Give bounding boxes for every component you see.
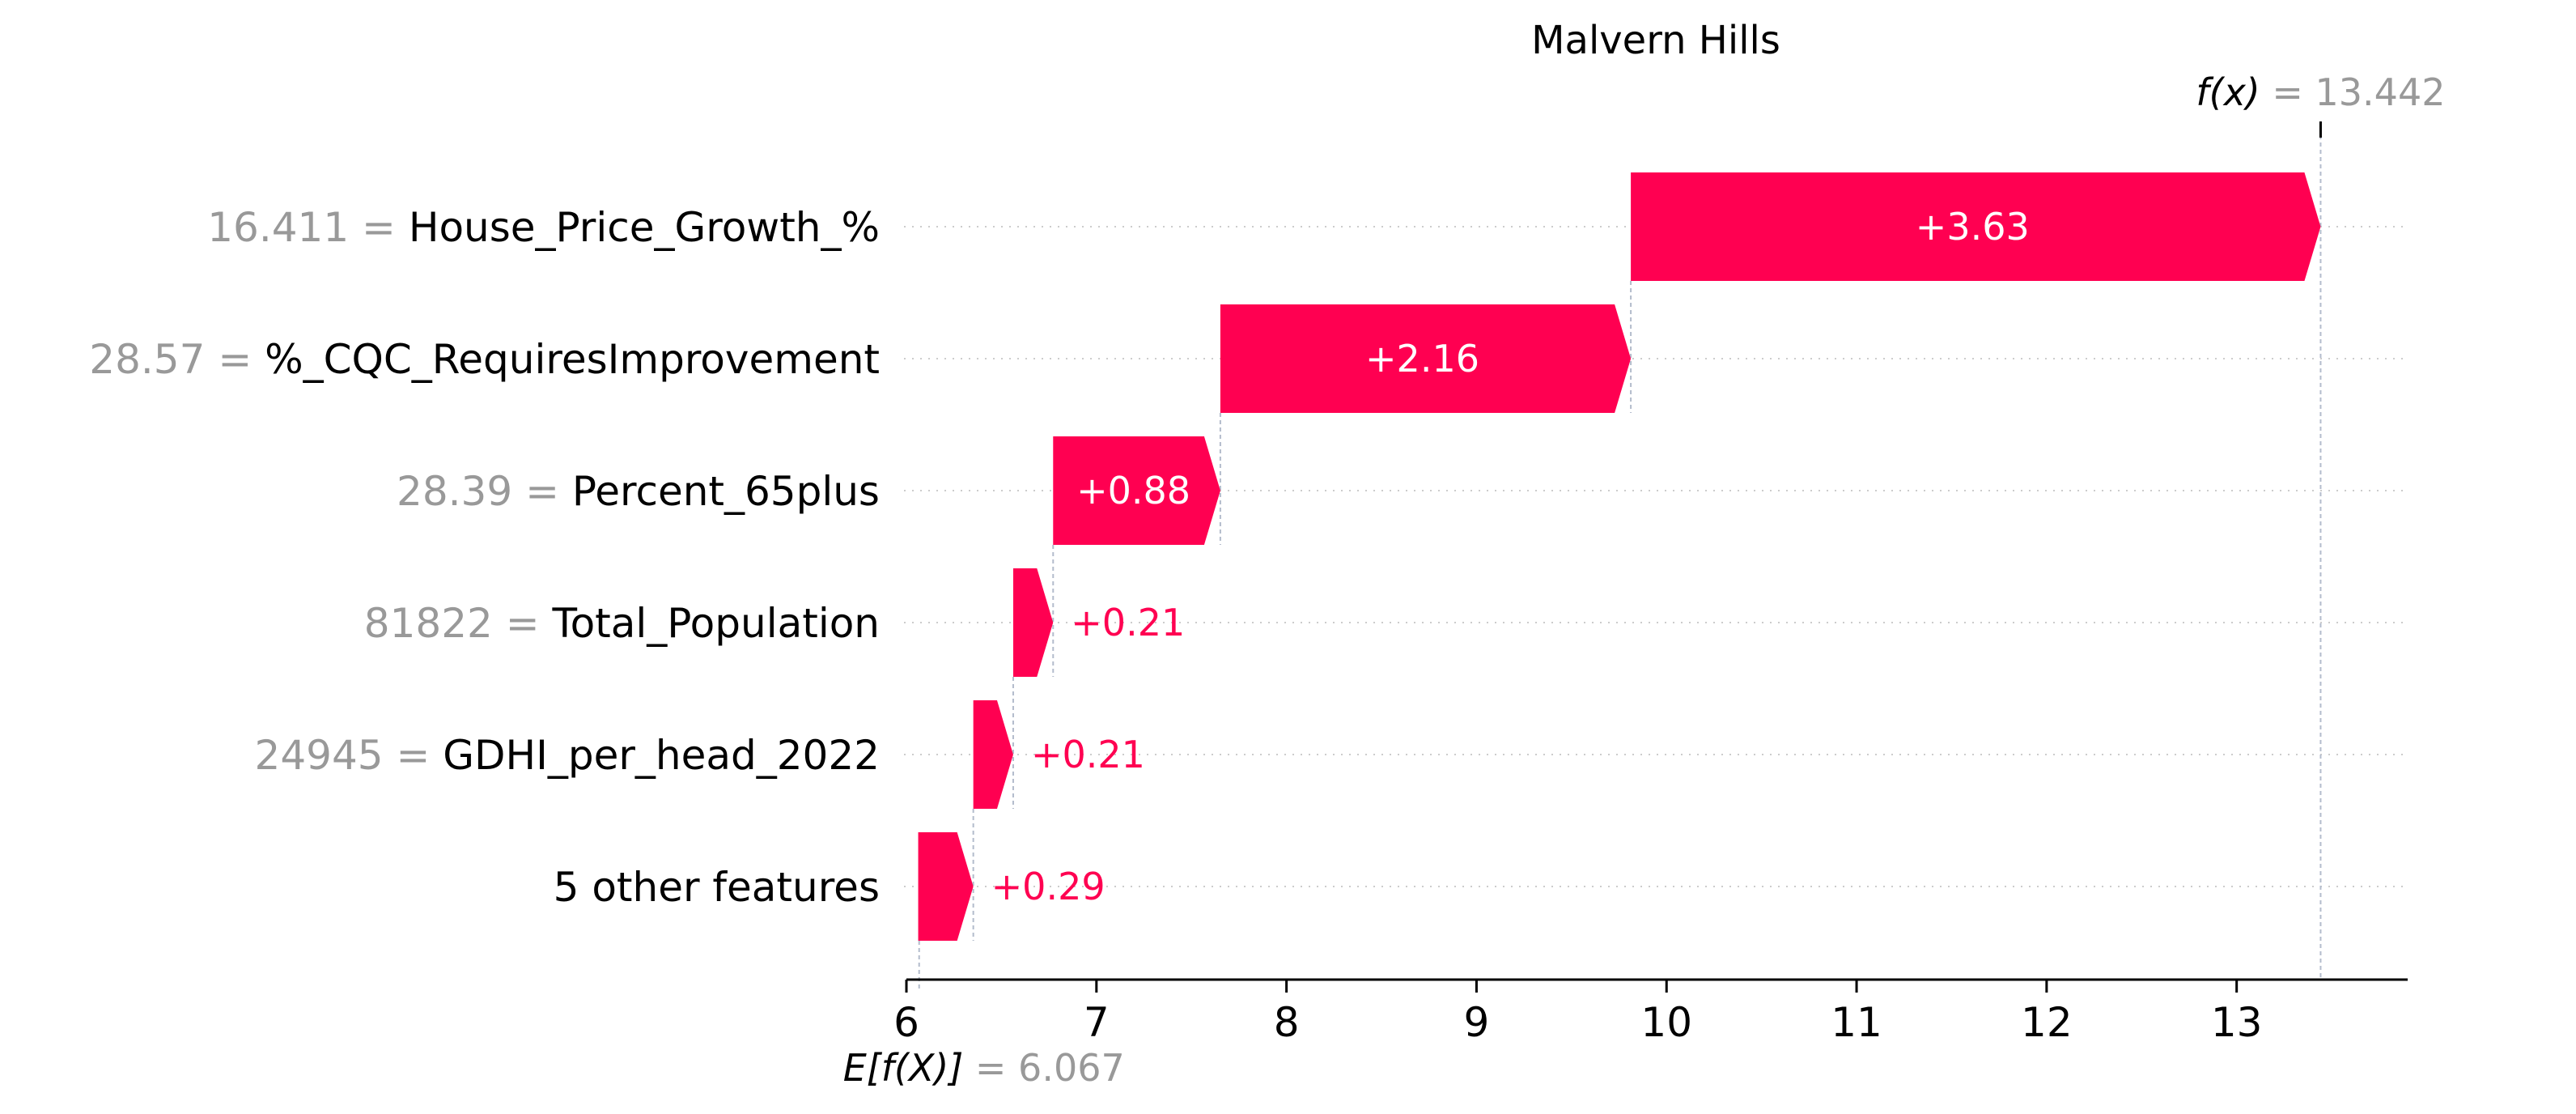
x-tick-label: 8 [1274,999,1300,1046]
base-label: E[f(X)] [843,1046,975,1090]
bar-value-label: +0.88 [1076,469,1190,512]
feature-label: 28.57 = %_CQC_RequiresImprovement [89,336,880,383]
contribution-bar [1220,304,1632,413]
feature-label: 81822 = Total_Population [364,600,880,647]
x-tick-label: 6 [893,999,919,1046]
contribution-bar [918,832,974,941]
x-tick-label: 13 [2211,999,2263,1046]
feature-name: House_Price_Growth_% [409,204,880,251]
x-tick-label: 10 [1640,999,1692,1046]
contribution-bar [973,700,1013,809]
feature-name: Percent_65plus [572,468,880,515]
base-value-annotation: E[f(X)] = 6.067 [843,1046,1125,1090]
feature-name: GDHI_per_head_2022 [443,732,880,779]
bar-value-label: +2.16 [1365,337,1479,381]
x-tick-label: 9 [1464,999,1490,1046]
bar-value-label: +0.29 [991,865,1106,908]
feature-value: 16.411 = [207,204,409,251]
contribution-bar [1631,172,2321,281]
contribution-bar [1053,436,1220,545]
output-value: = 13.442 [2272,70,2445,114]
chart-title: Malvern Hills [1531,18,1780,63]
feature-name: 5 other features [554,864,880,911]
gridlines [904,226,2408,887]
feature-label: 24945 = GDHI_per_head_2022 [255,732,880,779]
output-label: f(x) [2196,70,2272,114]
feature-value: 28.57 = [89,336,265,383]
feature-name: Total_Population [552,600,880,647]
feature-labels: 16.411 = House_Price_Growth_% 28.57 = %_C… [89,204,880,911]
bar-value-label: +3.63 [1916,205,2030,249]
base-value: = 6.067 [975,1046,1125,1090]
x-tick-label: 11 [1831,999,1882,1046]
feature-value: 81822 = [364,600,553,647]
bar-value-label: +0.21 [1071,601,1185,644]
x-axis: 6 7 8 9 10 11 12 13 [893,978,2408,1046]
bar-value-label: +0.21 [1031,733,1145,776]
connectors [918,128,2322,989]
feature-label: 5 other features [554,864,880,911]
feature-value: 28.39 = [397,468,572,515]
output-value-annotation: f(x) = 13.442 [2196,70,2445,114]
x-tick-label: 12 [2021,999,2073,1046]
feature-label: 28.39 = Percent_65plus [397,468,880,515]
bars: +3.63 +2.16 +0.88 +0.21 +0.21 +0.29 [918,172,2321,941]
x-tick-label: 7 [1084,999,1110,1046]
feature-name: %_CQC_RequiresImprovement [265,336,880,383]
annotations: f(x) = 13.442 E[f(X)] = 6.067 [843,70,2446,1090]
feature-value: 24945 = [255,732,443,779]
contribution-bar [1012,568,1054,677]
feature-label: 16.411 = House_Price_Growth_% [207,204,880,251]
